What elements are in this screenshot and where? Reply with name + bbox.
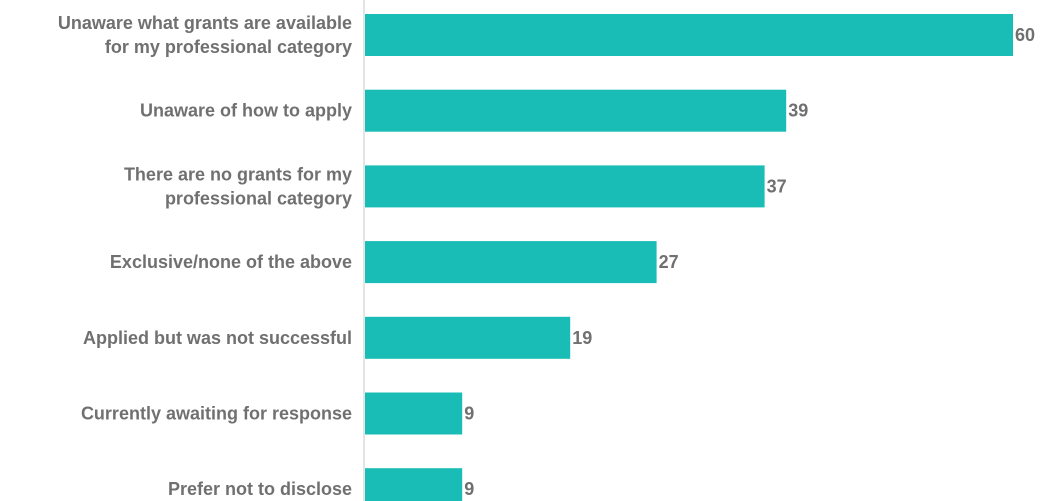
category-label-2: There are no grants for my professional c… xyxy=(124,164,352,208)
category-label-line: There are no grants for my xyxy=(124,164,352,184)
bar-4 xyxy=(365,316,571,359)
category-label-3: Exclusive/none of the above xyxy=(110,252,352,272)
value-label-5: 9 xyxy=(464,404,474,424)
value-label-0: 60 xyxy=(1015,25,1035,45)
bars-group xyxy=(365,14,1013,501)
value-label-3: 27 xyxy=(659,252,679,272)
bar-1 xyxy=(365,89,787,132)
value-label-1: 39 xyxy=(788,101,808,121)
category-label-line: Unaware what grants are available xyxy=(58,13,352,33)
category-label-1: Unaware of how to apply xyxy=(140,101,352,121)
category-label-4: Applied but was not successful xyxy=(83,328,352,348)
category-label-5: Currently awaiting for response xyxy=(81,404,352,424)
bar-0 xyxy=(365,14,1013,56)
category-labels-group: Unaware what grants are available for my … xyxy=(58,13,352,499)
value-labels-group: 60 39 37 27 19 9 9 xyxy=(464,25,1035,499)
value-label-6: 9 xyxy=(464,479,474,499)
category-label-line: Exclusive/none of the above xyxy=(110,252,352,272)
category-label-line: Prefer not to disclose xyxy=(168,479,352,499)
category-label-6: Prefer not to disclose xyxy=(168,479,352,499)
value-label-4: 19 xyxy=(572,328,592,348)
bar-3 xyxy=(365,241,657,284)
category-label-line: professional category xyxy=(165,188,352,208)
category-label-line: Unaware of how to apply xyxy=(140,101,352,121)
bar-5 xyxy=(365,392,463,435)
bar-6 xyxy=(365,468,463,501)
category-label-line: for my professional category xyxy=(105,37,352,57)
bar-2 xyxy=(365,165,765,208)
category-label-line: Applied but was not successful xyxy=(83,328,352,348)
category-label-0: Unaware what grants are available for my … xyxy=(58,13,352,57)
value-label-2: 37 xyxy=(767,176,787,196)
category-label-line: Currently awaiting for response xyxy=(81,404,352,424)
